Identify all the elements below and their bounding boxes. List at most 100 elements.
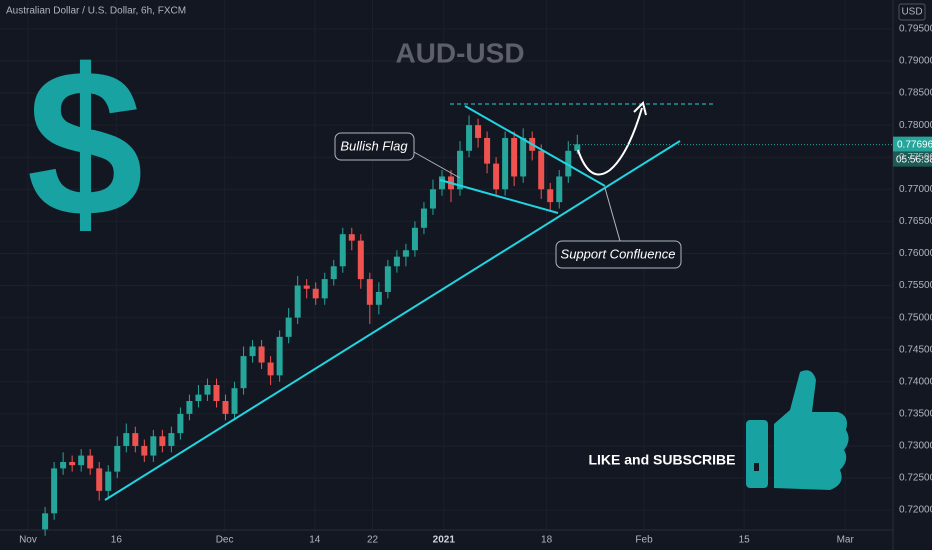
currency-box [898, 3, 926, 21]
y-tick-label: 0.75000 [899, 312, 932, 323]
candle-body [493, 163, 500, 190]
candle-body [60, 461, 67, 469]
price-box [893, 136, 932, 152]
arrow-head [633, 101, 647, 116]
candle-body [213, 384, 220, 402]
note-box [334, 132, 415, 161]
currency: USD [901, 7, 922, 18]
candle-body [429, 189, 436, 209]
y-tick-label: 0.77500 [899, 152, 932, 163]
candle-body [438, 176, 445, 190]
x-tick-label: Feb [635, 535, 653, 546]
cta: LIKE and SUBSCRIBE [588, 452, 735, 468]
y-tick-label: 0.74500 [899, 344, 932, 355]
candle-body [258, 346, 265, 363]
candle-body [240, 356, 247, 389]
chart-title: AUD-USD [395, 37, 524, 68]
thumb-icon [746, 370, 849, 490]
candle-body [96, 468, 103, 491]
candle-body [303, 285, 310, 289]
candle-body [330, 266, 337, 280]
candle-body [222, 401, 229, 414]
candle-body [285, 317, 292, 337]
candle-body [276, 336, 283, 376]
connector [604, 187, 621, 242]
candle-body [502, 137, 509, 190]
candle-body [457, 150, 464, 190]
x-tick-label: 15 [739, 535, 751, 546]
countdown: 05:56:38 [896, 154, 932, 165]
candle-body [520, 137, 527, 177]
candle-body [294, 285, 301, 318]
candle-body [357, 240, 364, 280]
candle-body [339, 234, 346, 267]
x-tick-label: 14 [309, 535, 321, 546]
price-label: 0.77696 [897, 139, 932, 150]
candle-body [231, 388, 238, 414]
candle-body [366, 279, 373, 305]
candle-body [51, 468, 58, 514]
grid [0, 0, 893, 530]
candle-body [384, 266, 391, 292]
candle-body [123, 433, 130, 446]
y-tick-label: 0.79000 [899, 56, 932, 67]
x-tick-label: 18 [541, 535, 553, 546]
candle-body [105, 471, 112, 491]
dollar-icon: $ [27, 25, 144, 260]
flag-top [464, 105, 606, 187]
candle-body [141, 445, 148, 456]
candle-body [204, 384, 211, 395]
y-tick-label: 0.76000 [899, 248, 932, 259]
candle-body [87, 455, 94, 469]
candle-body [420, 208, 427, 228]
x-tick-label: Mar [837, 535, 855, 546]
header: Australian Dollar / U.S. Dollar, 6h, FXC… [6, 6, 186, 17]
y-tick-label: 0.77000 [899, 184, 932, 195]
flag-bottom [439, 179, 559, 214]
candle-body [402, 250, 409, 257]
candle-body [574, 144, 581, 151]
x-tick-label: Nov [19, 535, 37, 546]
y-tick-label: 0.72500 [899, 473, 932, 484]
y-tick-label: 0.75500 [899, 280, 932, 291]
x-tick-label: 2021 [433, 535, 456, 546]
candle-body [114, 445, 121, 472]
y-tick-label: 0.79500 [899, 24, 932, 35]
candle-body [393, 256, 400, 267]
y-tick-label: 0.78000 [899, 120, 932, 131]
candle-body [177, 413, 184, 434]
price-tag: 0.77696 05:56:38 [570, 136, 932, 167]
x-tick-label: 16 [111, 535, 123, 546]
projection-arrow [577, 107, 643, 176]
candle-body [195, 394, 202, 402]
candle-body [556, 176, 563, 203]
candle-body [42, 513, 49, 530]
countdown-box [893, 151, 932, 167]
y-tick-label: 0.78500 [899, 88, 932, 99]
support-line [104, 140, 681, 501]
candle-body [159, 436, 166, 446]
y-tick-label: 0.73000 [899, 441, 932, 452]
candle-body [69, 461, 76, 466]
candle-body [565, 150, 572, 177]
candle-body [475, 125, 482, 138]
candle-body [78, 455, 85, 466]
x-tick-label: Dec [216, 535, 234, 546]
x-tick-label: 22 [367, 535, 379, 546]
candle-body [511, 137, 518, 177]
candle-body [132, 433, 139, 446]
candle-body [186, 401, 193, 414]
candle-body [150, 436, 157, 456]
note: Bullish Flag [340, 138, 408, 153]
y-tick-label: 0.76500 [899, 216, 932, 227]
candle-body [547, 189, 554, 203]
candle-body [249, 346, 256, 357]
candle-body [538, 150, 545, 190]
candle-body [375, 291, 382, 305]
candle-body [168, 433, 175, 446]
candle-body [484, 137, 491, 164]
note-box [555, 240, 682, 269]
candle-body [312, 288, 319, 299]
